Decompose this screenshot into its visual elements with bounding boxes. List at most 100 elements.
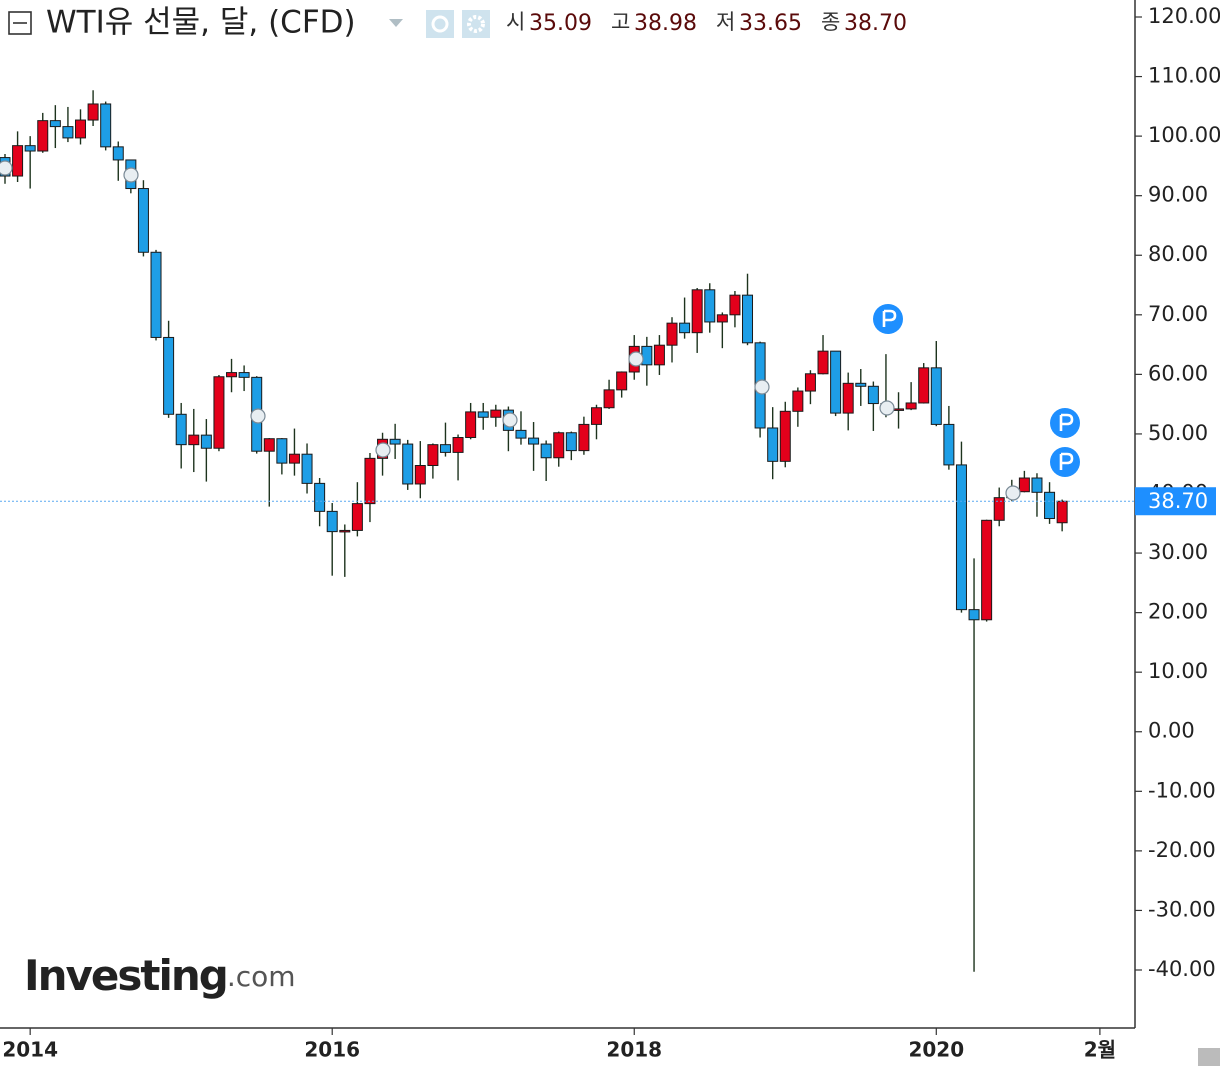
candle-body: [62, 126, 74, 139]
candle-body: [175, 413, 187, 446]
candle-body: [465, 411, 477, 439]
p-glyph: [1059, 452, 1074, 470]
event-marker[interactable]: [1005, 485, 1021, 501]
candle-body: [981, 519, 993, 621]
event-marker[interactable]: [0, 160, 13, 176]
candle-body: [238, 372, 250, 378]
chart-title: WTI유 선물, 달, (CFD): [46, 5, 356, 41]
candle-body: [1044, 491, 1056, 520]
header: WTI유 선물, 달, (CFD): [8, 5, 490, 41]
candle-body: [767, 427, 779, 462]
candle-body: [603, 389, 615, 409]
y-tick-label: 0.00: [1148, 719, 1195, 743]
candle-body: [389, 438, 401, 445]
settings-icon-gear: [467, 15, 485, 33]
candle-body: [905, 402, 917, 410]
resize-handle[interactable]: [1198, 1048, 1220, 1066]
y-tick-label: 20.00: [1148, 600, 1208, 624]
ohlc-value: 35.09: [529, 11, 592, 36]
collapse-icon[interactable]: [8, 11, 32, 35]
candle-body: [641, 345, 653, 366]
y-tick-label: 30.00: [1148, 540, 1208, 564]
candle-body: [666, 322, 678, 346]
candle-body: [100, 103, 112, 148]
y-tick-label: -10.00: [1148, 778, 1216, 802]
event-marker[interactable]: [879, 400, 895, 416]
y-tick-label: -30.00: [1148, 897, 1216, 921]
candle-body: [49, 120, 61, 128]
event-marker[interactable]: [375, 442, 391, 458]
x-tick-label: 2014: [2, 1038, 58, 1062]
candle-body: [1056, 500, 1068, 524]
event-marker[interactable]: [502, 412, 518, 428]
candle-body: [364, 457, 376, 505]
candle-body: [12, 145, 24, 177]
candle-body: [87, 103, 99, 121]
visibility-icon-eye: [431, 15, 449, 33]
candle-body: [729, 294, 741, 316]
y-tick-label: 10.00: [1148, 659, 1208, 683]
event-marker[interactable]: [123, 167, 139, 183]
candle-body: [590, 407, 602, 425]
candle-body: [716, 314, 728, 323]
candle-body: [565, 432, 577, 452]
event-marker[interactable]: [628, 351, 644, 367]
candle-body: [792, 390, 804, 412]
candle-body: [540, 443, 552, 459]
p-glyph: [1059, 413, 1074, 431]
candle-body: [679, 322, 691, 334]
candle-body: [402, 443, 414, 485]
p-markers: [873, 304, 1080, 477]
last-price-box: [1135, 487, 1216, 516]
candle-body: [893, 408, 905, 411]
event-markers: [0, 160, 1021, 501]
ohlc-label: 종: [821, 10, 840, 34]
candle-body: [301, 453, 313, 484]
ohlc-label: 시: [506, 10, 525, 34]
y-tick-label: 120.00: [1148, 4, 1220, 28]
candle-body: [993, 497, 1005, 521]
candle-body: [804, 373, 816, 392]
candle-body: [742, 294, 754, 344]
candle-body: [968, 609, 980, 621]
candle-body: [515, 429, 527, 439]
event-marker[interactable]: [754, 379, 770, 395]
candle-body: [528, 437, 540, 445]
candle-body: [263, 438, 275, 452]
candle-body: [150, 251, 162, 338]
candle-body: [226, 372, 238, 378]
candle-body: [855, 382, 867, 387]
dropdown-arrow[interactable]: [389, 19, 403, 27]
candle-body: [439, 444, 451, 453]
x-tick-label: 2020: [908, 1038, 964, 1062]
settings-icon[interactable]: [462, 10, 490, 38]
visibility-icon[interactable]: [426, 10, 454, 38]
ohlc-value: 38.70: [844, 11, 907, 36]
candle-body: [213, 376, 225, 449]
ohlc-value: 38.98: [634, 11, 697, 36]
last-price-label: 38.70: [1148, 489, 1208, 513]
y-tick-label: 50.00: [1148, 421, 1208, 445]
y-tick-label: -40.00: [1148, 957, 1216, 981]
brand-suffix: .com: [227, 960, 296, 993]
candle-body: [24, 145, 36, 152]
candle-body: [616, 371, 628, 391]
candle-body: [1018, 477, 1030, 493]
brand-name: Investing: [24, 951, 227, 1000]
candle-body: [163, 336, 175, 415]
candle-body: [1031, 477, 1043, 493]
x-tick-label: 2월: [1084, 1038, 1116, 1062]
candle-body: [704, 289, 716, 323]
candle-body: [943, 423, 955, 466]
ohlc-label: 저: [716, 10, 735, 34]
candle-body: [452, 437, 464, 453]
candle-body: [37, 120, 49, 152]
candle-body: [75, 119, 87, 139]
p-glyph: [882, 309, 897, 327]
x-tick-label: 2016: [304, 1038, 360, 1062]
event-marker[interactable]: [250, 408, 266, 424]
candle-body: [188, 434, 200, 446]
y-tick-label: 110.00: [1148, 64, 1220, 88]
candle-body: [414, 465, 426, 485]
